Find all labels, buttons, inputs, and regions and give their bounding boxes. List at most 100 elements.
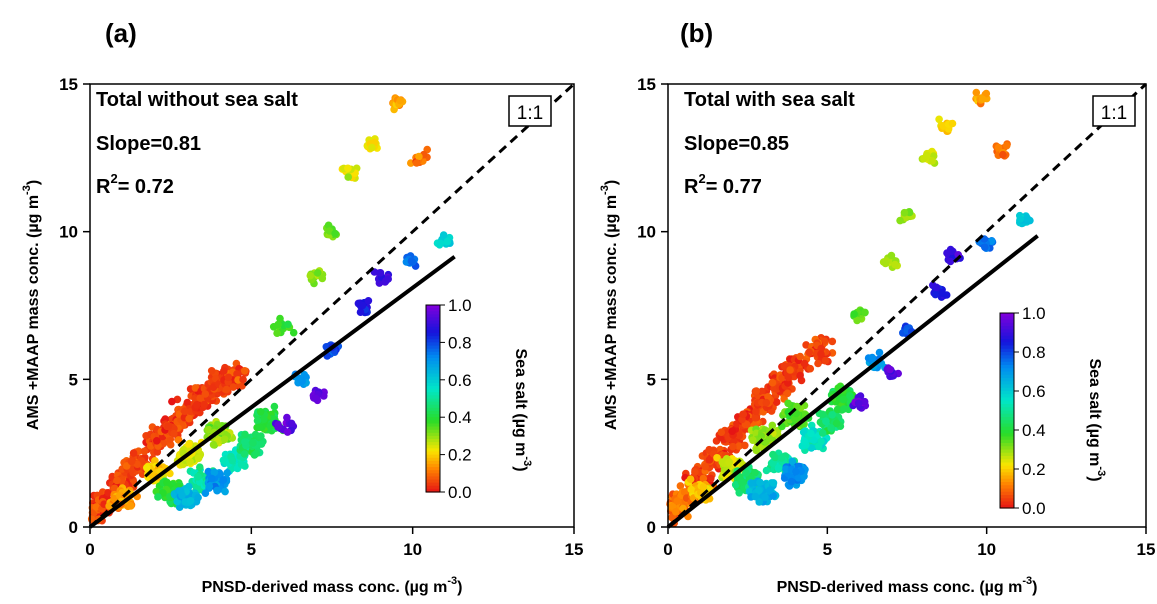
scatter-point: [784, 379, 792, 387]
colorbar-segment: [426, 485, 440, 490]
one-to-one-label: 1:1: [1101, 103, 1127, 124]
scatter-point: [312, 394, 320, 403]
scatter-point: [771, 453, 779, 462]
scatter-point: [780, 362, 789, 370]
scatter-point: [219, 476, 228, 484]
x-tick-label: 5: [823, 540, 832, 559]
scatter-points: [666, 88, 1034, 527]
colorbar-segment: [1000, 488, 1014, 493]
scatter-point: [240, 367, 249, 375]
colorbar-label: Sea salt (µg m-3): [512, 348, 533, 471]
fit-line: [666, 234, 1039, 529]
scatter-point: [143, 464, 151, 472]
colorbar-segment: [1000, 439, 1014, 444]
scatter-points: [87, 94, 454, 525]
scatter-point: [344, 173, 353, 181]
slope-text: Slope=0.81: [96, 133, 201, 155]
colorbar-segment: [426, 382, 440, 387]
scatter-point: [104, 489, 112, 497]
scatter-point: [783, 389, 792, 398]
colorbar-segment: [1000, 404, 1014, 408]
scatter-point: [891, 260, 899, 269]
colorbar-segment: [426, 392, 440, 396]
scatter-point: [751, 414, 760, 422]
scatter-point: [853, 316, 861, 325]
colorbar-segment: [426, 364, 440, 368]
scatter-point: [943, 249, 951, 257]
scatter-point: [186, 497, 195, 505]
scatter-point: [228, 456, 237, 465]
scatter-point: [765, 434, 774, 443]
scatter-point: [168, 397, 176, 406]
colorbar-segment: [1000, 491, 1014, 496]
scatter-point: [331, 229, 339, 238]
colorbar-segment: [426, 311, 440, 315]
colorbar-segment: [1000, 436, 1014, 441]
colorbar-segment: [426, 470, 440, 474]
colorbar-segment: [426, 317, 440, 322]
colorbar-segment: [1000, 358, 1014, 363]
scatter-point: [237, 460, 246, 469]
panel-b: (b) 0 5 10 15 0 5 10 15 Total with sea salt Slo…: [599, 18, 1155, 596]
scatter-point: [747, 479, 755, 487]
colorbar-segment: [1000, 459, 1014, 464]
scatter-point: [764, 393, 772, 401]
colorbar-segment: [426, 345, 440, 350]
x-axis-label: PNSD-derived mass conc. (µg m-3): [777, 575, 1038, 596]
scatter-point: [742, 469, 750, 477]
colorbar-segment: [1000, 478, 1014, 483]
scatter-point: [751, 492, 760, 501]
colorbar-tick-label: 0.8: [448, 333, 472, 352]
colorbar-segment: [426, 417, 440, 421]
one-to-one-line: [666, 82, 1148, 529]
scatter-point: [1023, 214, 1031, 222]
scatter-point: [164, 422, 173, 431]
colorbar-segment: [426, 454, 440, 459]
scatter-point: [739, 410, 748, 419]
scatter-point: [196, 394, 204, 402]
scatter-point: [129, 449, 138, 457]
colorbar-segment: [426, 426, 440, 431]
panel-label: (a): [105, 18, 137, 48]
scatter-point: [762, 398, 771, 407]
scatter-point: [817, 350, 825, 358]
colorbar-segment: [426, 351, 440, 356]
scatter-point: [729, 442, 737, 451]
scatter-point: [846, 392, 854, 400]
scatter-point: [185, 414, 193, 423]
scatter-point: [735, 442, 743, 450]
scatter-point: [928, 157, 936, 165]
scatter-point: [170, 429, 178, 438]
scatter-point: [896, 216, 904, 225]
colorbar-segment: [426, 435, 440, 440]
scatter-point: [407, 257, 416, 266]
y-tick-label: 0: [69, 518, 78, 537]
scatter-point: [713, 454, 721, 462]
colorbar-segment: [1000, 348, 1014, 353]
scatter-point: [252, 449, 261, 458]
scatter-point: [680, 488, 689, 496]
scatter-point: [832, 419, 841, 428]
scatter-point: [289, 328, 298, 337]
colorbar-segment: [1000, 495, 1014, 499]
scatter-point: [828, 337, 837, 346]
scatter-point: [802, 341, 810, 349]
colorbar-segment: [1000, 452, 1014, 457]
colorbar-segment: [426, 482, 440, 487]
scatter-point: [718, 458, 727, 466]
scatter-point: [699, 483, 708, 491]
colorbar-segment: [1000, 423, 1014, 428]
colorbar-segment: [426, 336, 440, 340]
colorbar-segment: [1000, 420, 1014, 425]
colorbar-segment: [1000, 504, 1014, 509]
scatter-point: [274, 420, 282, 429]
scatter-point: [887, 251, 896, 260]
r2-prefix: R: [684, 176, 699, 198]
scatter-point: [751, 468, 759, 477]
colorbar-segment: [1000, 374, 1014, 379]
scatter-point: [255, 423, 264, 432]
axes: 0 5 10 15 0 5 10 15: [59, 75, 583, 559]
colorbar-frame: [425, 304, 441, 493]
colorbar: 0.0 0.2 0.4 0.6 0.8 1.0: [999, 304, 1046, 518]
